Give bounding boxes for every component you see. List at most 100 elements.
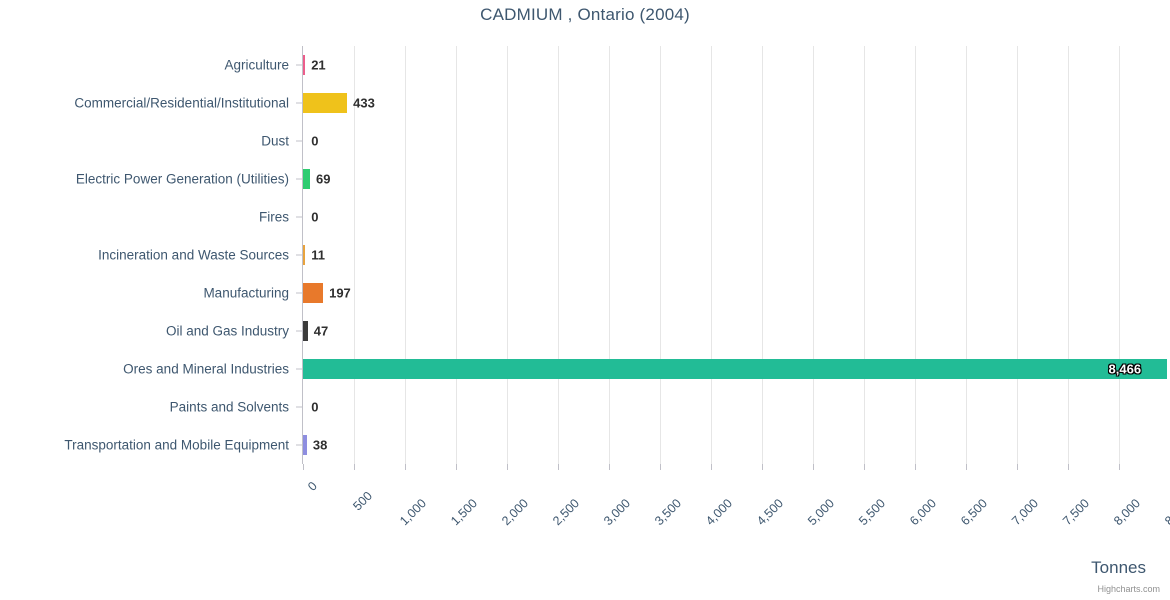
category-label: Electric Power Generation (Utilities) bbox=[75, 171, 289, 187]
category-label: Paints and Solvents bbox=[169, 399, 289, 415]
highcharts-credits: Highcharts.com bbox=[1097, 584, 1160, 594]
x-axis-tick bbox=[1119, 464, 1120, 470]
bar-value-label: 0 bbox=[311, 209, 319, 225]
bar-value-label: 197 bbox=[329, 285, 351, 301]
x-axis-tick bbox=[507, 464, 508, 470]
x-axis-tick-label: 5,000 bbox=[805, 496, 838, 529]
gridline bbox=[354, 46, 355, 464]
bar[interactable] bbox=[303, 321, 308, 341]
x-axis-tick-label: 8,500 bbox=[1162, 496, 1170, 529]
x-axis-tick-label: 1,500 bbox=[448, 496, 481, 529]
x-axis-tick bbox=[354, 464, 355, 470]
x-axis-tick-label: 4,500 bbox=[754, 496, 787, 529]
x-axis-tick-label: 8,000 bbox=[1111, 496, 1144, 529]
gridline bbox=[456, 46, 457, 464]
bar-row[interactable]: Ores and Mineral Industries 8,466 bbox=[0, 350, 1170, 388]
bar[interactable] bbox=[303, 283, 324, 303]
bar[interactable] bbox=[303, 245, 306, 265]
y-axis-tick bbox=[296, 368, 303, 370]
gridline bbox=[405, 46, 406, 464]
x-axis-tick bbox=[1017, 464, 1018, 470]
bar-row[interactable]: Dust 0 bbox=[0, 122, 1170, 160]
x-axis-tick bbox=[660, 464, 661, 470]
category-label: Dust bbox=[261, 133, 289, 149]
x-axis-tick-label: 500 bbox=[350, 488, 376, 514]
category-label: Oil and Gas Industry bbox=[165, 323, 289, 339]
category-label: Transportation and Mobile Equipment bbox=[64, 437, 289, 453]
x-axis-tick-label: 0 bbox=[305, 478, 320, 494]
gridline bbox=[1119, 46, 1120, 464]
bar-row[interactable]: Electric Power Generation (Utilities) 69 bbox=[0, 160, 1170, 198]
x-axis-tick bbox=[558, 464, 559, 470]
bar-row[interactable]: Manufacturing 197 bbox=[0, 274, 1170, 312]
bar-value-label: 0 bbox=[311, 399, 319, 415]
x-axis-tick-label: 1,000 bbox=[397, 496, 430, 529]
category-label: Manufacturing bbox=[203, 285, 289, 301]
x-axis-title: Tonnes bbox=[1091, 558, 1146, 577]
gridline bbox=[558, 46, 559, 464]
gridline bbox=[660, 46, 661, 464]
y-axis-tick bbox=[296, 178, 303, 180]
y-axis-tick bbox=[296, 140, 303, 142]
y-axis-tick bbox=[296, 216, 303, 218]
bar[interactable] bbox=[303, 93, 348, 113]
bar-value-label: 433 bbox=[353, 95, 375, 111]
bar-row[interactable]: Incineration and Waste Sources 11 bbox=[0, 236, 1170, 274]
gridline bbox=[966, 46, 967, 464]
x-axis-tick bbox=[915, 464, 916, 470]
bar-value-label: 0 bbox=[311, 133, 319, 149]
x-axis-tick-label: 3,000 bbox=[601, 496, 634, 529]
bar-row[interactable]: Fires 0 bbox=[0, 198, 1170, 236]
x-axis-tick bbox=[813, 464, 814, 470]
x-axis-tick bbox=[762, 464, 763, 470]
category-label: Agriculture bbox=[224, 57, 289, 73]
category-label: Incineration and Waste Sources bbox=[98, 247, 289, 263]
y-axis-tick bbox=[296, 330, 303, 332]
category-label: Fires bbox=[259, 209, 289, 225]
x-axis-tick-label: 2,000 bbox=[499, 496, 532, 529]
y-axis-tick bbox=[296, 102, 303, 104]
y-axis-tick bbox=[296, 292, 303, 294]
y-axis-tick bbox=[296, 64, 303, 66]
x-axis-tick bbox=[405, 464, 406, 470]
bar-row[interactable]: Oil and Gas Industry 47 bbox=[0, 312, 1170, 350]
bar-value-label: 8,466 bbox=[1108, 361, 1142, 377]
bar-row[interactable]: Transportation and Mobile Equipment 38 bbox=[0, 426, 1170, 464]
category-label: Commercial/Residential/Institutional bbox=[74, 95, 289, 111]
chart-title: CADMIUM , Ontario (2004) bbox=[480, 5, 690, 24]
bar[interactable] bbox=[303, 55, 306, 75]
x-axis-tick bbox=[864, 464, 865, 470]
x-axis-tick bbox=[609, 464, 610, 470]
gridline bbox=[1068, 46, 1069, 464]
gridline bbox=[507, 46, 508, 464]
category-label: Ores and Mineral Industries bbox=[123, 361, 289, 377]
x-axis-tick-label: 5,500 bbox=[856, 496, 889, 529]
gridline bbox=[1017, 46, 1018, 464]
x-axis-tick-label: 6,500 bbox=[958, 496, 991, 529]
gridline bbox=[711, 46, 712, 464]
x-axis-tick-label: 3,500 bbox=[652, 496, 685, 529]
bar[interactable] bbox=[303, 169, 311, 189]
y-axis-tick bbox=[296, 444, 303, 446]
x-axis-tick-label: 4,000 bbox=[703, 496, 736, 529]
bar-row[interactable]: Agriculture 21 bbox=[0, 46, 1170, 84]
bar[interactable] bbox=[303, 359, 1167, 379]
x-axis-tick-label: 7,000 bbox=[1009, 496, 1042, 529]
bar-row[interactable]: Paints and Solvents 0 bbox=[0, 388, 1170, 426]
bar[interactable] bbox=[303, 435, 307, 455]
x-axis-tick bbox=[456, 464, 457, 470]
bar-value-label: 38 bbox=[312, 437, 328, 453]
x-axis-tick bbox=[966, 464, 967, 470]
x-axis-tick-label: 7,500 bbox=[1060, 496, 1093, 529]
y-axis-tick bbox=[296, 254, 303, 256]
gridline bbox=[864, 46, 865, 464]
bar-value-label: 47 bbox=[313, 323, 329, 339]
gridline bbox=[915, 46, 916, 464]
x-axis-tick-label: 6,000 bbox=[907, 496, 940, 529]
x-axis-tick bbox=[711, 464, 712, 470]
x-axis-tick bbox=[1068, 464, 1069, 470]
x-axis-tick bbox=[303, 464, 304, 470]
bar-row[interactable]: Commercial/Residential/Institutional 433 bbox=[0, 84, 1170, 122]
gridline bbox=[813, 46, 814, 464]
